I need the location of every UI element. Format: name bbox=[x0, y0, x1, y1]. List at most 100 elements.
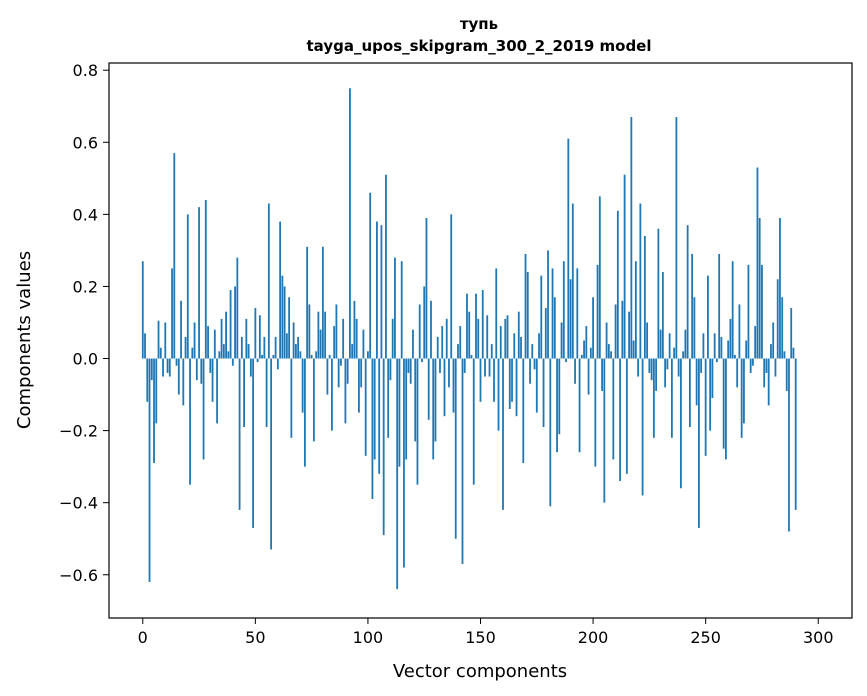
bar-56 bbox=[267, 203, 270, 359]
bar-83 bbox=[328, 354, 331, 359]
bar-239 bbox=[679, 358, 682, 489]
bar-179 bbox=[544, 308, 547, 359]
bar-206 bbox=[605, 322, 608, 359]
bar-89 bbox=[342, 318, 345, 359]
bar-225 bbox=[648, 358, 651, 373]
chart-title-line-2: tayga_upos_skipgram_300_2_2019 model bbox=[307, 37, 652, 55]
bar-145 bbox=[468, 311, 471, 359]
bar-275 bbox=[761, 264, 763, 359]
bar-121 bbox=[414, 358, 417, 442]
bar-254 bbox=[713, 333, 716, 359]
bar-113 bbox=[396, 358, 399, 590]
bar-126 bbox=[425, 217, 428, 359]
bar-157 bbox=[495, 268, 498, 359]
bar-22 bbox=[191, 347, 194, 359]
bar-268 bbox=[745, 340, 748, 359]
bar-248 bbox=[700, 358, 703, 373]
bar-31 bbox=[211, 358, 214, 402]
bar-148 bbox=[475, 293, 477, 359]
bar-220 bbox=[637, 358, 640, 377]
bar-119 bbox=[409, 358, 412, 384]
bar-131 bbox=[436, 336, 439, 359]
bar-214 bbox=[623, 174, 626, 359]
y-axis-label: Components values bbox=[14, 251, 35, 429]
bar-162 bbox=[506, 315, 509, 359]
bar-133 bbox=[441, 326, 444, 359]
bar-71 bbox=[301, 358, 304, 413]
bar-153 bbox=[486, 315, 489, 359]
bar-197 bbox=[585, 326, 588, 359]
bar-75 bbox=[310, 354, 313, 359]
bar-172 bbox=[529, 358, 531, 384]
bar-54 bbox=[263, 336, 266, 359]
bar-199 bbox=[589, 347, 592, 359]
y-tick-label: 0.2 bbox=[73, 277, 98, 296]
bar-95 bbox=[355, 318, 358, 359]
bar-237 bbox=[675, 117, 678, 359]
bar-47 bbox=[247, 344, 250, 359]
bar-251 bbox=[707, 275, 709, 359]
bar-227 bbox=[652, 358, 655, 438]
bar-84 bbox=[331, 358, 333, 431]
plot-frame bbox=[108, 62, 853, 619]
bar-94 bbox=[353, 300, 356, 359]
bar-11 bbox=[166, 358, 169, 373]
bar-124 bbox=[421, 358, 423, 363]
bar-79 bbox=[319, 329, 322, 359]
bar-115 bbox=[400, 261, 403, 359]
bar-253 bbox=[711, 358, 714, 399]
bar-16 bbox=[177, 358, 180, 395]
bar-223 bbox=[643, 235, 646, 359]
bar-28 bbox=[204, 199, 207, 359]
bar-138 bbox=[452, 358, 455, 413]
bar-132 bbox=[439, 358, 441, 373]
bar-102 bbox=[371, 358, 374, 500]
bar-110 bbox=[389, 358, 392, 381]
bar-226 bbox=[650, 358, 653, 381]
bar-218 bbox=[632, 340, 635, 359]
bar-174 bbox=[533, 358, 536, 370]
bar-134 bbox=[443, 358, 446, 417]
bar-177 bbox=[540, 275, 543, 359]
x-tick-label: 50 bbox=[245, 628, 265, 647]
bar-273 bbox=[756, 167, 759, 359]
bar-144 bbox=[466, 293, 468, 359]
bar-267 bbox=[743, 358, 745, 424]
bar-184 bbox=[556, 358, 558, 453]
bar-176 bbox=[538, 333, 540, 359]
bar-210 bbox=[614, 304, 617, 359]
bar-76 bbox=[312, 358, 315, 442]
bar-93 bbox=[351, 344, 354, 359]
bar-99 bbox=[364, 358, 367, 456]
bar-123 bbox=[418, 304, 421, 359]
bar-213 bbox=[621, 300, 624, 359]
bar-137 bbox=[450, 214, 453, 359]
bar-36 bbox=[222, 344, 225, 359]
bar-280 bbox=[772, 322, 775, 359]
bar-200 bbox=[592, 297, 594, 359]
y-tick-label: 0.0 bbox=[73, 350, 98, 369]
x-tick-label: 250 bbox=[690, 628, 721, 647]
x-tick-label: 0 bbox=[138, 628, 148, 647]
bar-147 bbox=[472, 358, 475, 485]
bar-278 bbox=[767, 358, 770, 406]
bar-185 bbox=[558, 358, 561, 435]
bar-250 bbox=[704, 358, 707, 456]
bar-170 bbox=[524, 254, 527, 359]
bar-256 bbox=[718, 254, 721, 359]
bar-264 bbox=[736, 358, 739, 388]
bar-2 bbox=[146, 358, 149, 402]
bar-167 bbox=[517, 311, 520, 359]
bar-155 bbox=[490, 344, 493, 359]
bar-171 bbox=[526, 272, 529, 359]
bar-103 bbox=[373, 358, 376, 460]
bar-53 bbox=[261, 354, 263, 359]
bar-229 bbox=[657, 228, 660, 359]
bar-154 bbox=[488, 358, 491, 377]
y-tick-label: −0.2 bbox=[59, 422, 98, 441]
bar-135 bbox=[445, 318, 448, 359]
bar-224 bbox=[646, 322, 649, 359]
bar-290 bbox=[794, 358, 797, 510]
bar-58 bbox=[272, 354, 275, 359]
